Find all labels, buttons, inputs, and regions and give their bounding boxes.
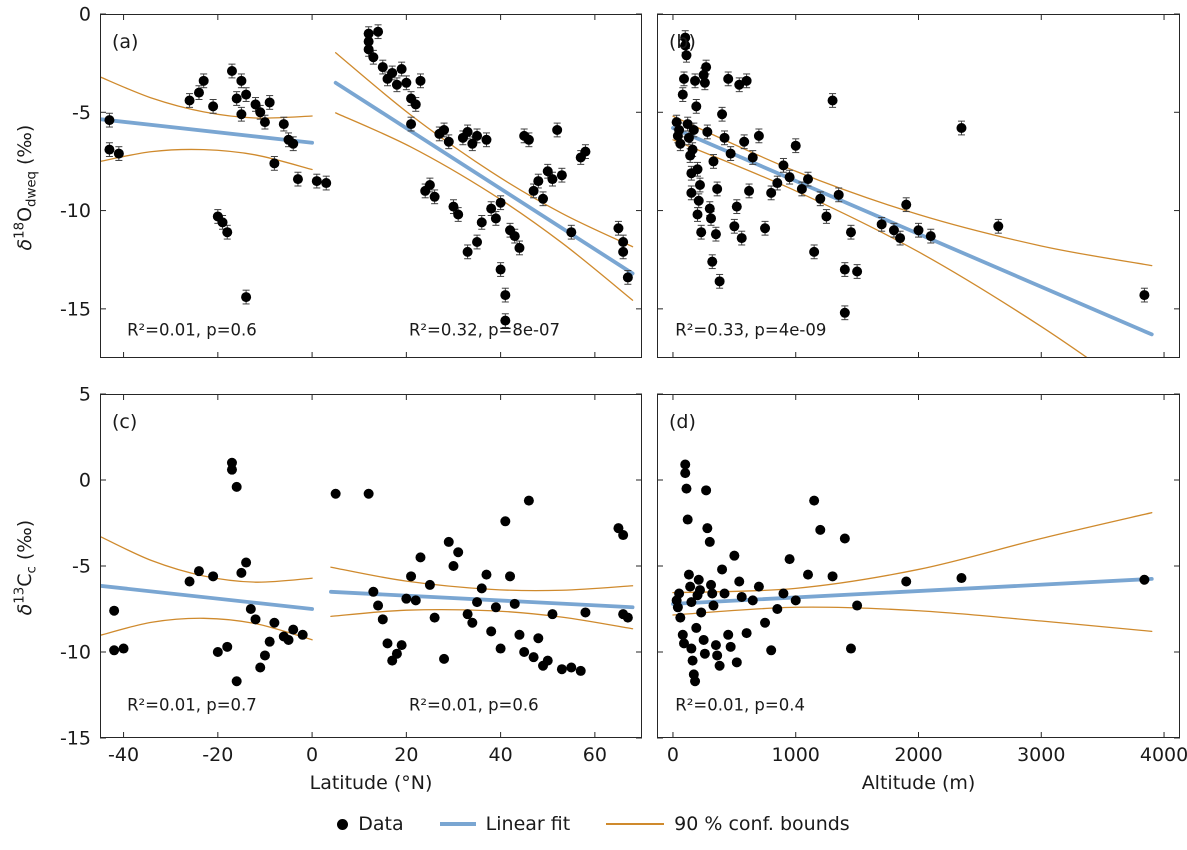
- isotope-superscript: 13: [12, 586, 28, 604]
- legend: Data Linear fit 90 % conf. bounds: [0, 813, 1187, 835]
- svg-text:-5: -5: [72, 556, 91, 578]
- svg-text:(b): (b): [669, 31, 696, 53]
- svg-text:2000: 2000: [894, 744, 942, 766]
- delta-symbol: δ: [13, 238, 36, 251]
- svg-text:0: 0: [79, 470, 91, 492]
- svg-text:0: 0: [306, 744, 318, 766]
- panel-b-plot: R²=0.33, p=4e-09 (b): [657, 13, 1180, 358]
- x-axis-label-altitude: Altitude (m): [861, 772, 976, 794]
- svg-text:-15: -15: [60, 728, 91, 750]
- svg-text:R²=0.33, p=4e-09: R²=0.33, p=4e-09: [675, 321, 826, 340]
- linear-fit-line-icon: [439, 822, 476, 826]
- panel-c-plot: R²=0.01, p=0.7 R²=0.01, p=0.6 (c) -40 -20 0 20…: [60, 384, 642, 766]
- panel-a-plot: R²=0.01, p=0.6 R²=0.32, p=8e-07 (a) 0 -5 -10 -…: [60, 4, 642, 358]
- legend-fit-label: Linear fit: [485, 813, 571, 835]
- svg-text:60: 60: [583, 744, 607, 766]
- svg-text:-10: -10: [60, 200, 91, 222]
- element-symbol: O: [13, 206, 36, 222]
- isotope-subscript: dweq: [24, 171, 40, 207]
- legend-data-label: Data: [358, 813, 404, 835]
- unit-label: (‰): [13, 519, 36, 567]
- y-axis-label-d18o: δ18Odweq (‰): [12, 38, 39, 338]
- svg-text:1000: 1000: [772, 744, 820, 766]
- svg-text:0: 0: [667, 744, 679, 766]
- svg-text:R²=0.01, p=0.4: R²=0.01, p=0.4: [675, 695, 805, 714]
- svg-text:20: 20: [394, 744, 418, 766]
- conf-bounds-line-icon: [606, 823, 665, 825]
- svg-text:40: 40: [489, 744, 513, 766]
- svg-text:(a): (a): [112, 31, 138, 53]
- x-axis-label-latitude: Latitude (°N): [309, 772, 433, 794]
- legend-item-fit: Linear fit: [439, 813, 571, 835]
- delta-symbol: δ: [13, 603, 36, 616]
- unit-label: (‰): [13, 124, 36, 172]
- svg-text:3000: 3000: [1017, 744, 1065, 766]
- panel-a: R²=0.01, p=0.6 R²=0.32, p=8e-07 (a) 0 -5 -10 -…: [60, 4, 642, 358]
- svg-text:0: 0: [79, 4, 91, 26]
- svg-text:-40: -40: [108, 744, 139, 766]
- isotope-superscript: 18: [12, 221, 28, 239]
- legend-item-conf: 90 % conf. bounds: [606, 813, 850, 835]
- svg-text:R²=0.01, p=0.6: R²=0.01, p=0.6: [127, 321, 257, 340]
- svg-text:R²=0.01, p=0.7: R²=0.01, p=0.7: [127, 695, 257, 714]
- svg-text:R²=0.32, p=8e-07: R²=0.32, p=8e-07: [409, 321, 560, 340]
- element-symbol: C: [13, 573, 36, 587]
- legend-conf-label: 90 % conf. bounds: [674, 813, 850, 835]
- svg-text:(d): (d): [669, 411, 696, 433]
- svg-text:-5: -5: [72, 102, 91, 124]
- panel-b: R²=0.33, p=4e-09 (b): [657, 13, 1180, 358]
- svg-text:(c): (c): [112, 411, 137, 433]
- data-point-marker-icon: [337, 818, 349, 830]
- panel-d-plot: R²=0.01, p=0.4 (d) 0 1000 2000 3000 4000: [657, 393, 1187, 766]
- svg-text:R²=0.01, p=0.6: R²=0.01, p=0.6: [409, 695, 539, 714]
- isotope-subscript: c: [24, 566, 40, 574]
- svg-text:5: 5: [79, 384, 91, 406]
- y-axis-label-d13c: δ13Cc (‰): [12, 418, 39, 718]
- panel-c: R²=0.01, p=0.7 R²=0.01, p=0.6 (c) -40 -20 0 20…: [60, 384, 642, 766]
- svg-text:4000: 4000: [1140, 744, 1187, 766]
- svg-text:-15: -15: [60, 298, 91, 320]
- svg-text:-20: -20: [202, 744, 233, 766]
- legend-item-data: Data: [337, 813, 404, 835]
- svg-text:-10: -10: [60, 642, 91, 664]
- panel-d: R²=0.01, p=0.4 (d) 0 1000 2000 3000 4000: [657, 393, 1187, 766]
